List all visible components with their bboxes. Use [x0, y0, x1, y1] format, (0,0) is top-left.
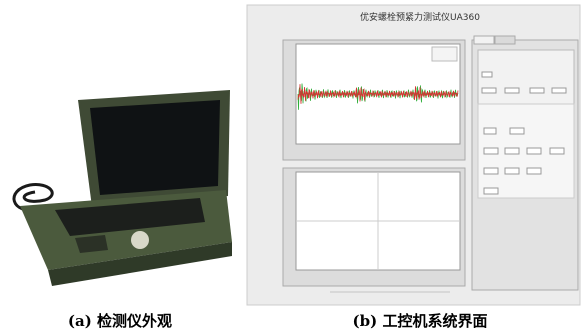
software-window: 优安螺栓预紧力测试仪UA360 — [247, 5, 580, 305]
figure: (a) 检测仪外观 优安螺栓预紧力测试仪UA360 (b) — [0, 0, 582, 335]
input-field[interactable] — [552, 88, 566, 93]
input-field[interactable] — [510, 128, 524, 134]
touchpad — [75, 235, 108, 253]
input-field[interactable] — [482, 88, 496, 93]
input-field[interactable] — [484, 188, 498, 194]
input-field[interactable] — [527, 168, 541, 174]
input-field[interactable] — [484, 128, 496, 134]
caption: (b) 工控机系统界面 — [353, 312, 488, 330]
spacer — [10, 280, 12, 282]
tab[interactable] — [474, 36, 494, 44]
input-field[interactable] — [527, 148, 541, 154]
input-field[interactable] — [484, 148, 498, 154]
input-field[interactable] — [550, 148, 564, 154]
logo — [131, 231, 149, 249]
input-field[interactable] — [505, 88, 519, 93]
laptop-photo — [10, 90, 232, 286]
input-field[interactable] — [505, 148, 519, 154]
input-field[interactable] — [482, 72, 492, 77]
input-field[interactable] — [505, 168, 519, 174]
input-field[interactable] — [484, 168, 498, 174]
legend — [432, 47, 457, 61]
input-field[interactable] — [530, 88, 544, 93]
caption: (a) 检测仪外观 — [68, 312, 172, 330]
tab[interactable] — [495, 36, 515, 44]
window-title: 优安螺栓预紧力测试仪UA360 — [360, 11, 480, 23]
screen — [90, 100, 220, 195]
